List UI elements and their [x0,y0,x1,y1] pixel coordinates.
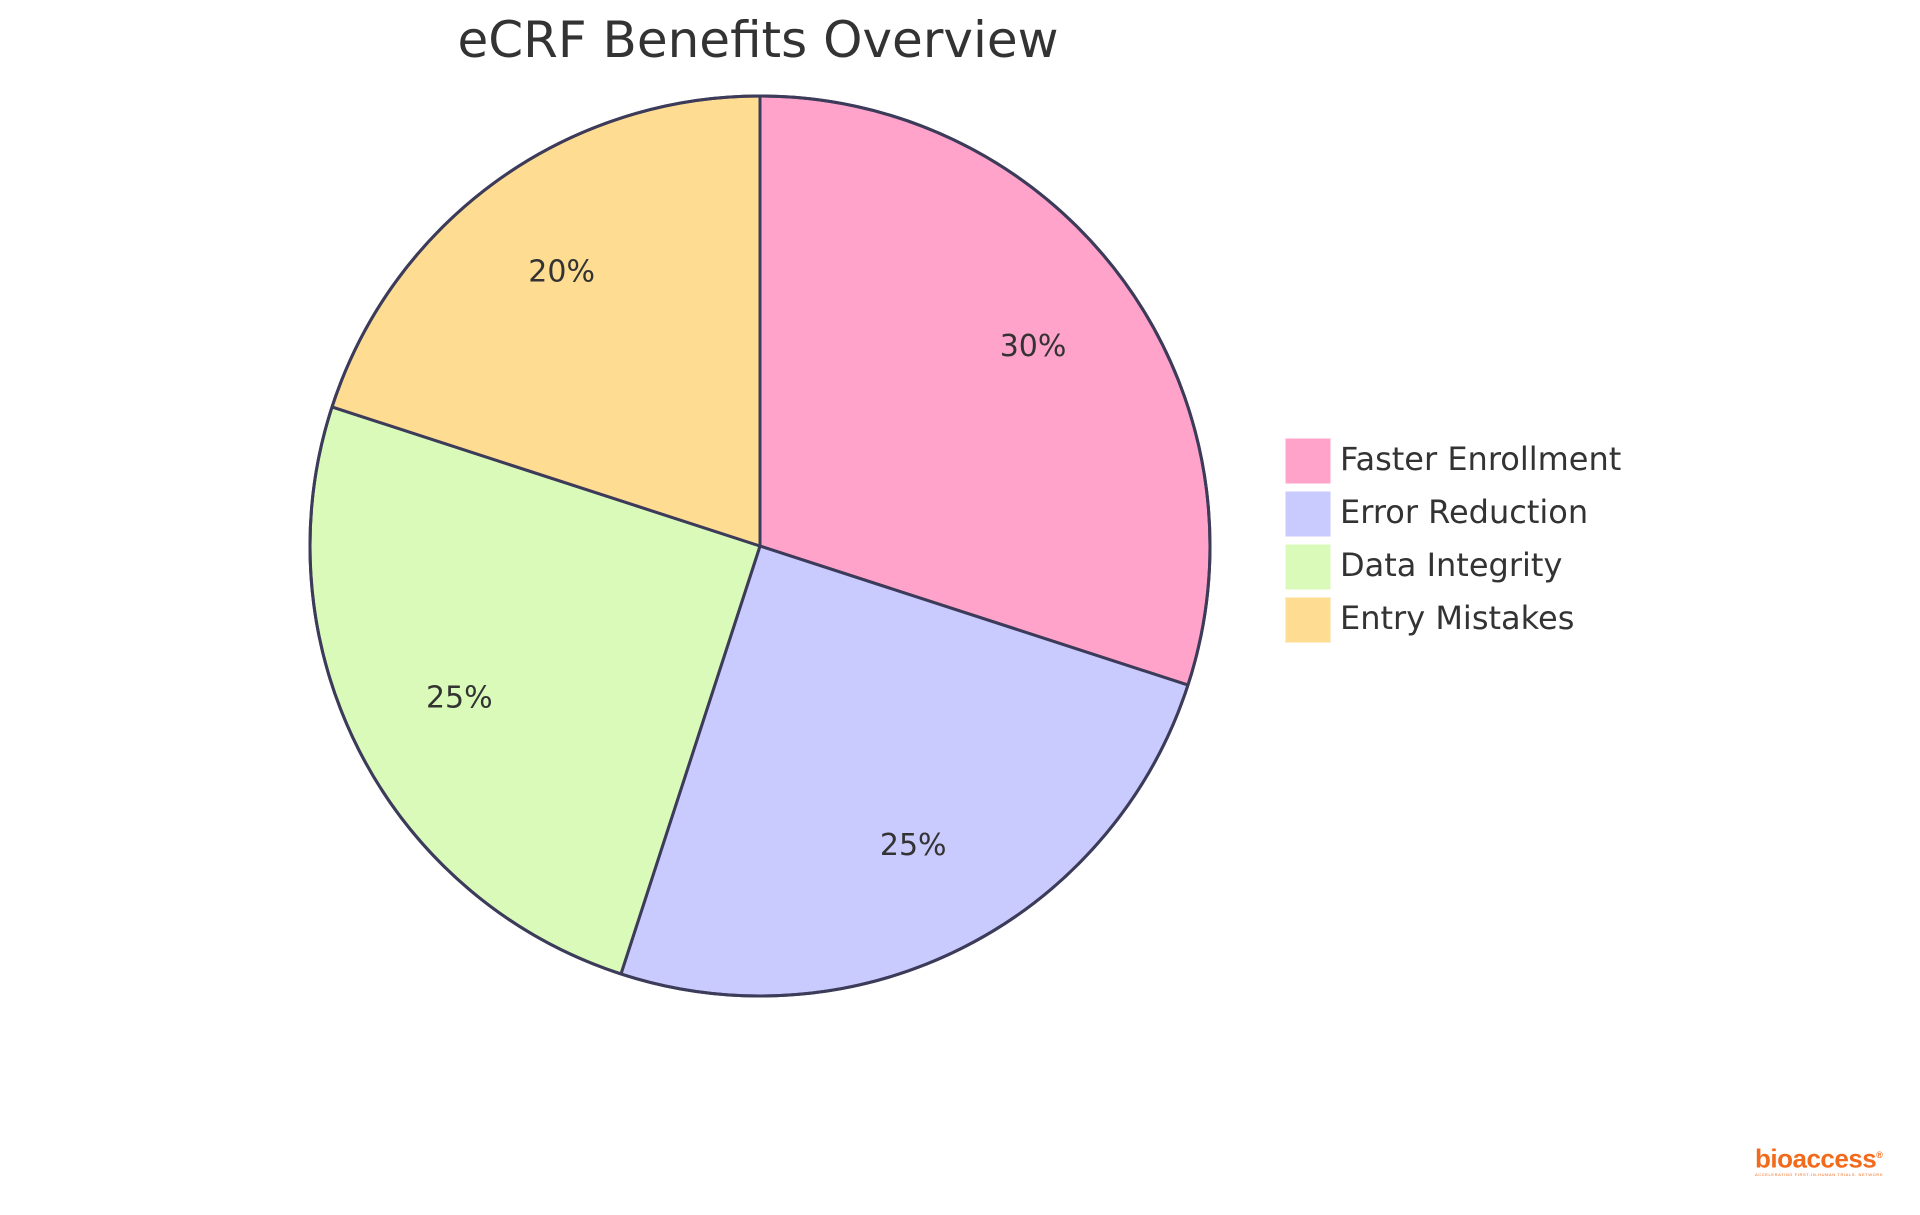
legend: Faster Enrollment Error Reduction Data Int… [1285,438,1621,643]
pie-outline [308,94,1212,998]
legend-item-error-reduction: Error Reduction [1285,491,1588,537]
chart-title: eCRF Benefits Overview [457,11,1058,69]
legend-item-data-integrity: Data Integrity [1285,544,1562,590]
legend-swatch [1285,544,1331,590]
legend-item-faster-enrollment: Faster Enrollment [1285,438,1621,484]
legend-label: Faster Enrollment [1340,440,1621,478]
slice-label-data-integrity: 25% [426,681,493,716]
pie-slices [308,94,1212,998]
legend-label: Entry Mistakes [1340,599,1574,637]
logo-wordmark: bioaccess® [1755,1143,1883,1174]
legend-swatch [1285,491,1331,537]
slice-label-error-reduction: 25% [880,828,947,863]
slice-label-entry-mistakes: 20% [528,254,595,289]
slice-labels: 30% 25% 25% 20% [426,254,1066,863]
legend-swatch [1285,438,1331,484]
slice-label-faster-enrollment: 30% [1000,329,1067,364]
legend-label: Error Reduction [1340,493,1588,531]
bioaccess-logo: bioaccess® ACCELERATING FIRST-IN-HUMAN T… [1755,1142,1891,1178]
logo-tagline: ACCELERATING FIRST-IN-HUMAN TRIALS. NETW… [1755,1171,1884,1177]
legend-label: Data Integrity [1340,546,1562,584]
legend-item-entry-mistakes: Entry Mistakes [1285,597,1574,643]
legend-swatch [1285,597,1331,643]
